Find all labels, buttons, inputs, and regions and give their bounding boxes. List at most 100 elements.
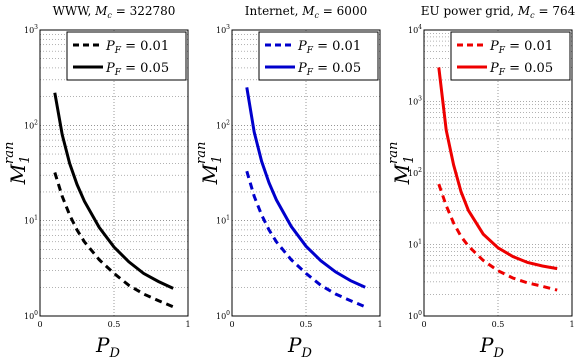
y-tick-label: 104 (408, 24, 422, 35)
x-tick-label: 1 (377, 320, 382, 329)
series-line-2 (245, 87, 366, 289)
title-prefix: WWW, (53, 4, 96, 18)
y-axis-label: Mran1 (2, 142, 33, 186)
y-tick-exponent: 0 (226, 310, 230, 317)
y-tick-label: 100 (216, 310, 230, 321)
x-axis-label: PD (95, 333, 120, 360)
y-tick-base: 10 (24, 121, 34, 130)
y-tick-base: 10 (408, 241, 418, 250)
y-tick-base: 10 (24, 26, 34, 35)
legend-label-1: PF = 0.01 (105, 39, 169, 56)
ylabel-superscript: ran (2, 142, 17, 164)
y-axis-label: Mran1 (194, 142, 225, 186)
ylabel-superscript: ran (386, 142, 401, 164)
y-tick-exponent: 3 (226, 24, 230, 31)
ylabel-symbol: M (6, 163, 30, 185)
legend-label-2: PF = 0.05 (105, 61, 169, 78)
y-tick-label: 102 (216, 119, 230, 130)
legend-subscript: F (306, 46, 314, 56)
ylabel-symbol: M (198, 163, 222, 185)
x-tick-label: 1 (569, 320, 574, 329)
y-tick-exponent: 1 (418, 239, 422, 246)
y-tick-base: 10 (408, 98, 418, 107)
legend-label-2: PF = 0.05 (297, 61, 361, 78)
legend: PF = 0.01 PF = 0.05 (66, 31, 187, 81)
legend-subscript: F (114, 68, 122, 78)
ylabel-symbol: M (390, 163, 414, 185)
y-tick-exponent: 4 (418, 24, 422, 31)
legend-value: = 0.05 (505, 61, 553, 76)
y-tick-exponent: 3 (418, 96, 422, 103)
title-symbol: M (517, 4, 531, 18)
x-tick-label: 0 (37, 320, 42, 329)
y-tick-base: 10 (408, 312, 418, 321)
y-tick-base: 10 (216, 121, 226, 130)
legend-box (66, 31, 187, 81)
chart-title: Internet, Mc = 6000 (245, 4, 367, 20)
axes-frame (39, 29, 189, 317)
legend-symbol: P (489, 39, 499, 54)
y-tick-label: 103 (408, 96, 422, 107)
series-line-1 (437, 183, 558, 292)
chart-title: WWW, Mc = 322780 (53, 4, 176, 20)
x-axis-label: PD (479, 333, 504, 360)
series-line-1 (53, 172, 174, 309)
y-tick-base: 10 (24, 217, 34, 226)
y-tick-base: 10 (216, 217, 226, 226)
y-tick-exponent: 1 (34, 215, 38, 222)
x-tick-label: 0 (421, 320, 426, 329)
y-tick-label: 100 (408, 310, 422, 321)
y-tick-base: 10 (216, 26, 226, 35)
legend-value: = 0.01 (313, 39, 361, 54)
xlabel-symbol: P (95, 333, 110, 357)
xlabel-subscript: D (109, 346, 121, 360)
y-tick-label: 103 (216, 24, 230, 35)
legend-subscript: F (498, 68, 506, 78)
y-tick-label: 102 (24, 119, 38, 130)
legend-symbol: P (105, 39, 115, 54)
y-tick-label: 100 (24, 310, 38, 321)
series-line-1 (245, 170, 366, 309)
legend-box (450, 31, 571, 81)
legend-value: = 0.05 (313, 61, 361, 76)
ylabel-subscript: 1 (210, 155, 225, 163)
x-tick-label: 1 (185, 320, 190, 329)
legend-symbol: P (489, 61, 499, 76)
y-tick-exponent: 2 (226, 119, 230, 126)
y-tick-label: 103 (24, 24, 38, 35)
legend-box (258, 31, 379, 81)
series-line-2 (437, 67, 558, 271)
ylabel-subscript: 1 (402, 155, 417, 163)
y-tick-exponent: 0 (418, 310, 422, 317)
y-tick-exponent: 2 (418, 167, 422, 174)
y-tick-base: 10 (216, 312, 226, 321)
x-axis-label: PD (287, 333, 312, 360)
x-tick-label: 0.5 (108, 320, 121, 329)
legend-subscript: F (306, 68, 314, 78)
series-line-2 (53, 92, 174, 290)
y-tick-exponent: 2 (34, 119, 38, 126)
title-symbol: M (301, 4, 315, 18)
chart-title: EU power grid, Mc = 764 (421, 4, 576, 20)
title-symbol: M (94, 4, 108, 18)
title-suffix: = 6000 (319, 4, 367, 18)
title-subscript: c (107, 11, 112, 20)
y-tick-label: 101 (216, 215, 230, 226)
y-tick-label: 101 (24, 215, 38, 226)
xlabel-subscript: D (301, 346, 313, 360)
y-tick-label: 101 (408, 239, 422, 250)
axes-frame (231, 29, 381, 317)
title-suffix: = 764 (535, 4, 576, 18)
xlabel-symbol: P (479, 333, 494, 357)
legend-symbol: P (105, 61, 115, 76)
y-axis-label: Mran1 (386, 142, 417, 186)
title-prefix: EU power grid, (421, 4, 518, 18)
legend-label-2: PF = 0.05 (489, 61, 553, 78)
legend-label-1: PF = 0.01 (489, 39, 553, 56)
